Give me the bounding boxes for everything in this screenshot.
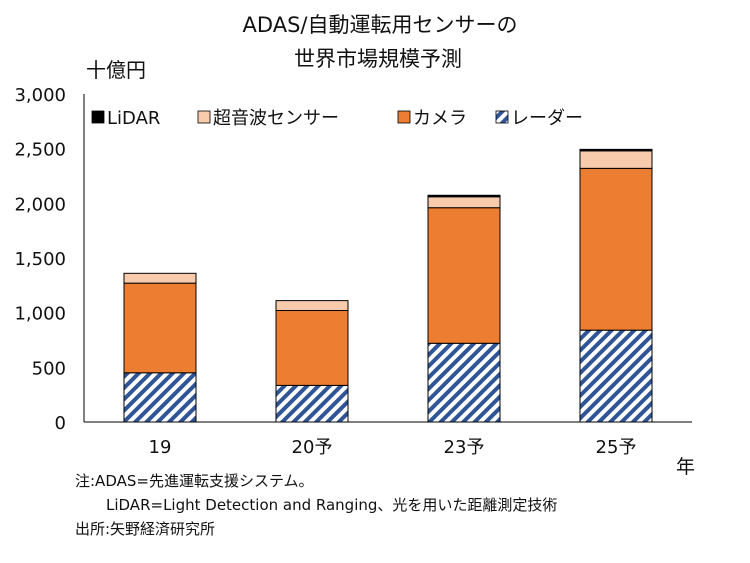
- bar-segment: [123, 272, 197, 284]
- chart: ADAS/自動運転用センサーの 世界市場規模予測 十億円 年 0 500 1,000…: [14, 13, 695, 478]
- x-tick-label: 20予: [292, 437, 333, 458]
- y-tick-label: 1,500: [14, 249, 66, 270]
- bar-segment: [579, 150, 653, 169]
- bar-segment: [427, 194, 501, 198]
- legend-swatch: [91, 110, 105, 124]
- y-tick-label: 500: [32, 358, 66, 379]
- legend-label: カメラ: [413, 108, 467, 129]
- bar-segment: [579, 329, 653, 423]
- x-tick-label: 25予: [596, 437, 637, 458]
- note-line-2: LiDAR=Light Detection and Ranging、光を用いた距…: [106, 496, 558, 514]
- y-tick-label: 3,000: [14, 85, 66, 106]
- x-unit-label: 年: [676, 456, 695, 478]
- bar-segment: [275, 300, 349, 311]
- y-tick-label: 0: [55, 413, 66, 434]
- bar-segment: [579, 167, 653, 331]
- legend-swatch: [495, 110, 509, 124]
- y-tick-label: 1,000: [14, 304, 66, 325]
- y-tick-label: 2,000: [14, 194, 66, 215]
- legend-label: LiDAR: [107, 108, 160, 129]
- bar-segment: [427, 207, 501, 344]
- bar-segment: [123, 282, 197, 374]
- y-unit-label: 十億円: [86, 58, 146, 82]
- bar-segment: [579, 148, 653, 152]
- legend-swatch: [397, 110, 411, 124]
- legend-swatch: [197, 110, 211, 124]
- bar-segment: [427, 342, 501, 423]
- note-line-3: 出所:矢野経済研究所: [75, 520, 216, 538]
- legend-label: レーダー: [511, 108, 583, 129]
- note-line-1: 注:ADAS=先進運転支援システム。: [75, 472, 314, 490]
- y-tick-label: 2,500: [14, 140, 66, 161]
- legend-label: 超音波センサー: [213, 108, 339, 129]
- x-tick-label: 19: [149, 437, 172, 458]
- bar-segment: [123, 372, 197, 423]
- bar-segment: [427, 196, 501, 209]
- bar-segment: [275, 384, 349, 423]
- chart-title-line-1: ADAS/自動運転用センサーの: [243, 13, 518, 37]
- chart-title-line-2: 世界市場規模予測: [294, 47, 462, 71]
- x-tick-label: 23予: [444, 437, 485, 458]
- bar-segment: [275, 309, 349, 386]
